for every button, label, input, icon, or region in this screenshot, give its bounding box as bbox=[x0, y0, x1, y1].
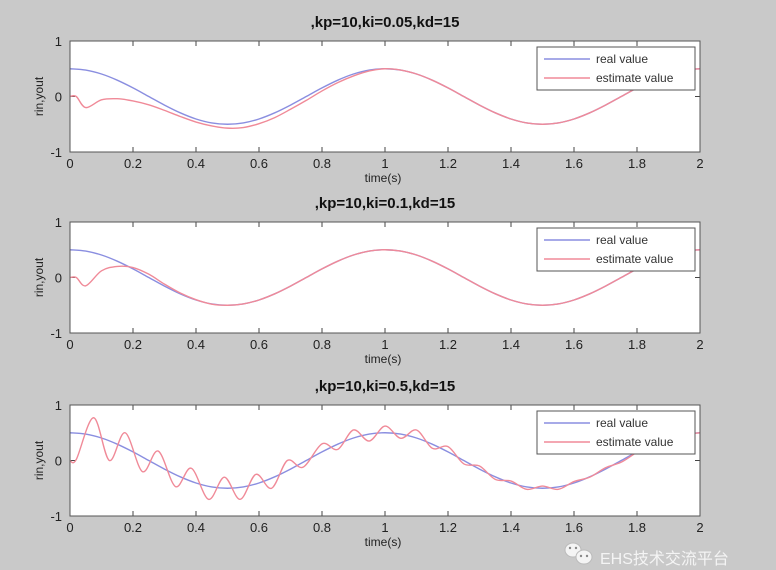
y-tick-label: -1 bbox=[50, 326, 62, 341]
legend: real value estimate value bbox=[536, 227, 696, 272]
x-tick-label: 1 bbox=[381, 156, 388, 171]
x-tick-label: 0.2 bbox=[124, 156, 142, 171]
y-tick-label: 1 bbox=[55, 398, 62, 413]
x-tick-label: 0.2 bbox=[124, 520, 142, 535]
chart-title: ,kp=10,ki=0.5,kd=15 bbox=[315, 378, 456, 395]
x-tick-label: 0.2 bbox=[124, 337, 142, 352]
wechat-icon bbox=[564, 542, 593, 565]
legend-box bbox=[536, 46, 696, 91]
x-tick-label: 1.8 bbox=[628, 156, 646, 171]
x-tick-label: 1.4 bbox=[502, 520, 520, 535]
subplot-1: ,kp=10,ki=0.05,kd=15 0 0.2 0.4 0.6 0.8 1 1.2 1.4… bbox=[32, 14, 704, 185]
watermark: EHS技术交流平台 bbox=[564, 542, 729, 568]
x-tick-label: 1.6 bbox=[565, 156, 583, 171]
x-tick-label: 0.6 bbox=[250, 156, 268, 171]
x-tick-label: 0.6 bbox=[250, 520, 268, 535]
chart-title: ,kp=10,ki=0.05,kd=15 bbox=[311, 14, 460, 31]
series-line-estimate bbox=[70, 249, 700, 306]
axes-box bbox=[69, 404, 701, 517]
axes-box bbox=[69, 221, 701, 334]
y-axis-label: rin,yout bbox=[32, 76, 46, 116]
legend-label: real value bbox=[596, 416, 648, 430]
x-tick-label: 0.8 bbox=[313, 156, 331, 171]
x-tick-label: 1.8 bbox=[628, 337, 646, 352]
x-tick-label: 1.4 bbox=[502, 156, 520, 171]
x-tick-label: 0.8 bbox=[313, 520, 331, 535]
x-tick-label: 1 bbox=[381, 337, 388, 352]
legend-label: estimate value bbox=[596, 71, 674, 85]
y-tick-label: 1 bbox=[55, 215, 62, 230]
x-axis-label: time(s) bbox=[365, 535, 402, 549]
x-tick-label: 1.6 bbox=[565, 520, 583, 535]
series-line-estimate bbox=[70, 68, 700, 129]
legend-label: estimate value bbox=[596, 252, 674, 266]
series-line-estimate bbox=[70, 417, 700, 501]
y-tick-label: 0 bbox=[55, 90, 62, 105]
watermark-text: EHS技术交流平台 bbox=[600, 550, 729, 568]
y-tick-label: 0 bbox=[55, 454, 62, 469]
x-tick-label: 0.8 bbox=[313, 337, 331, 352]
x-tick-label: 1.2 bbox=[439, 156, 457, 171]
y-tick-label: 0 bbox=[55, 271, 62, 286]
y-tick-label: 1 bbox=[55, 34, 62, 49]
y-axis-label: rin,yout bbox=[32, 257, 46, 297]
y-axis-label: rin,yout bbox=[32, 440, 46, 480]
x-tick-label: 0 bbox=[66, 337, 73, 352]
legend-box bbox=[536, 227, 696, 272]
x-tick-label: 1.6 bbox=[565, 337, 583, 352]
x-tick-label: 1.2 bbox=[439, 520, 457, 535]
legend-box bbox=[536, 410, 696, 455]
x-tick-label: 1.2 bbox=[439, 337, 457, 352]
x-axis-label: time(s) bbox=[365, 171, 402, 185]
x-axis-label: time(s) bbox=[365, 352, 402, 366]
legend-label: real value bbox=[596, 52, 648, 66]
legend: real value estimate value bbox=[536, 410, 696, 455]
x-tick-label: 1.4 bbox=[502, 337, 520, 352]
y-tick-label: -1 bbox=[50, 145, 62, 160]
x-tick-label: 1 bbox=[381, 520, 388, 535]
x-tick-label: 2 bbox=[696, 337, 703, 352]
x-tick-label: 0 bbox=[66, 520, 73, 535]
x-tick-label: 0.4 bbox=[187, 156, 205, 171]
x-tick-label: 0.4 bbox=[187, 520, 205, 535]
legend-label: real value bbox=[596, 233, 648, 247]
x-tick-label: 0.4 bbox=[187, 337, 205, 352]
axes-box bbox=[69, 40, 701, 153]
subplot-2: ,kp=10,ki=0.1,kd=15 0 0.2 0.4 0.6 0.8 1 1.2 1.4 1… bbox=[32, 195, 704, 366]
x-tick-label: 2 bbox=[696, 156, 703, 171]
subplot-3: ,kp=10,ki=0.5,kd=15 0 0.2 0.4 0.6 0.8 1 1.2 1.4 1… bbox=[32, 378, 704, 549]
x-tick-label: 0.6 bbox=[250, 337, 268, 352]
x-tick-label: 2 bbox=[696, 520, 703, 535]
x-tick-label: 1.8 bbox=[628, 520, 646, 535]
chart-title: ,kp=10,ki=0.1,kd=15 bbox=[315, 195, 456, 212]
x-tick-label: 0 bbox=[66, 156, 73, 171]
legend: real value estimate value bbox=[536, 46, 696, 91]
legend-label: estimate value bbox=[596, 435, 674, 449]
y-tick-label: -1 bbox=[50, 509, 62, 524]
